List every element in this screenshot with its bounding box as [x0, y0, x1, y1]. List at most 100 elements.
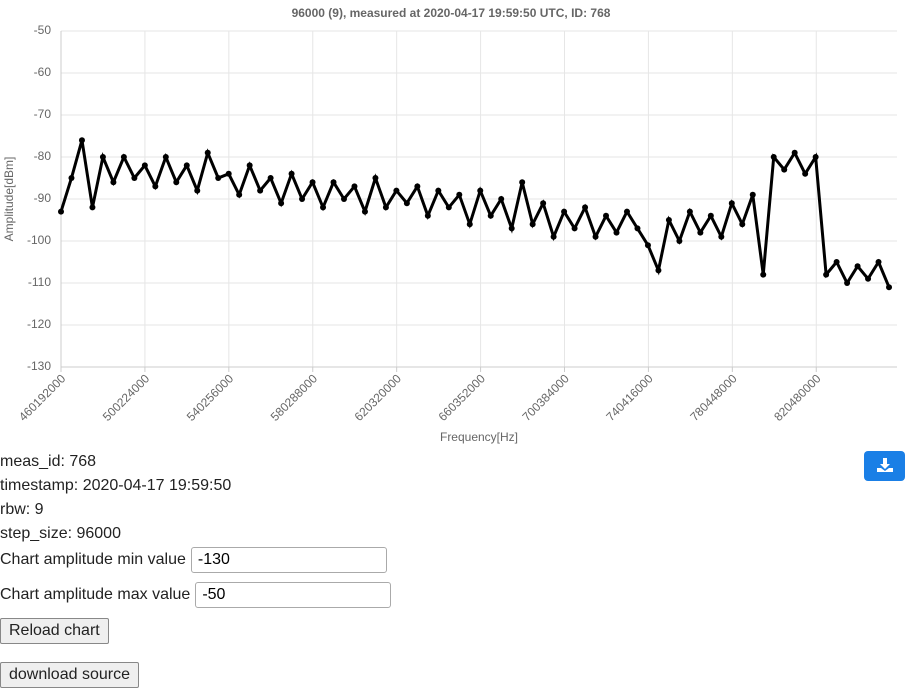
point — [760, 271, 767, 278]
point — [120, 154, 127, 160]
point — [875, 259, 882, 265]
x-tick-label: 500224000 — [100, 371, 153, 424]
y-tick-label: -100 — [27, 233, 51, 247]
point — [739, 221, 746, 228]
point — [110, 179, 117, 186]
point — [278, 200, 285, 207]
point — [78, 137, 85, 144]
chart-title: 96000 (9), measured at 2020-04-17 19:59:… — [292, 6, 611, 20]
point — [215, 175, 222, 181]
y-tick-label: -60 — [34, 65, 52, 79]
y-tick-label: -70 — [34, 107, 52, 121]
x-tick-label: 740416000 — [603, 371, 656, 424]
min-input[interactable] — [190, 547, 387, 573]
point — [592, 233, 599, 240]
x-tick-label: 580288000 — [268, 371, 321, 424]
point — [665, 217, 672, 223]
point — [886, 284, 893, 291]
series-line — [59, 139, 891, 288]
point — [519, 179, 526, 186]
point — [152, 183, 159, 190]
y-axis-label: Amplitude[dBm] — [2, 157, 16, 242]
point — [173, 179, 180, 186]
point — [603, 212, 610, 219]
max-control: Chart amplitude max value — [0, 582, 392, 608]
point — [623, 208, 630, 215]
point — [225, 170, 232, 177]
point — [58, 208, 64, 215]
x-tick-label: 460192000 — [16, 371, 69, 424]
point — [613, 229, 620, 236]
y-tick-label: -120 — [27, 317, 51, 331]
point — [550, 233, 557, 240]
point — [257, 187, 264, 194]
point — [697, 229, 704, 236]
point — [445, 204, 452, 211]
point — [833, 259, 840, 265]
point — [288, 170, 295, 177]
max-input[interactable] — [195, 582, 392, 608]
x-tick-label: 660352000 — [436, 371, 489, 424]
x-tick-label: 780448000 — [687, 371, 740, 424]
point — [749, 191, 756, 198]
point — [299, 196, 306, 202]
download-icon — [876, 457, 893, 472]
point — [686, 208, 693, 215]
point — [267, 175, 274, 181]
point — [561, 208, 568, 215]
point — [812, 154, 819, 160]
point — [309, 179, 316, 186]
y-tick-label: -50 — [34, 23, 52, 37]
point — [393, 187, 400, 194]
x-tick-label: 540256000 — [184, 371, 237, 424]
max-label: Chart amplitude max value — [0, 586, 191, 603]
download-source-button[interactable]: download source — [0, 662, 139, 688]
info-meas-id: meas_id: 768 — [0, 453, 97, 470]
point — [330, 179, 337, 186]
point — [781, 166, 788, 173]
point — [571, 225, 578, 232]
x-tick-label: 620320000 — [352, 371, 405, 424]
point — [89, 204, 96, 211]
point — [162, 154, 169, 160]
y-tick-label: -130 — [27, 359, 51, 373]
point — [456, 191, 463, 198]
y-tick-label: -110 — [28, 275, 51, 289]
point — [791, 149, 798, 156]
point — [183, 162, 190, 169]
point — [424, 212, 431, 219]
point — [655, 267, 662, 274]
point — [236, 191, 243, 198]
point — [382, 204, 389, 211]
point — [854, 263, 861, 270]
point — [676, 238, 683, 244]
download-icon-button[interactable] — [864, 451, 905, 481]
point — [466, 221, 473, 228]
point — [865, 275, 872, 282]
point — [477, 187, 484, 194]
point — [68, 175, 75, 181]
point — [320, 204, 327, 211]
point — [802, 170, 809, 177]
point — [582, 204, 589, 211]
point — [707, 212, 714, 219]
min-control: Chart amplitude min value — [0, 547, 387, 573]
point — [498, 196, 505, 202]
point — [372, 175, 379, 181]
y-tick-label: -90 — [34, 191, 52, 205]
point — [403, 200, 410, 207]
info-timestamp: timestamp: 2020-04-17 19:59:50 — [0, 477, 232, 494]
info-step-size: step_size: 96000 — [0, 525, 121, 542]
info-rbw: rbw: 9 — [0, 501, 44, 518]
point — [644, 242, 651, 249]
point — [529, 221, 536, 228]
point — [770, 154, 777, 160]
point — [487, 212, 494, 219]
point — [141, 162, 148, 169]
point — [194, 187, 201, 194]
point — [508, 225, 515, 232]
x-tick-label: 820480000 — [771, 371, 824, 424]
point — [351, 183, 358, 190]
point — [246, 162, 253, 169]
reload-button[interactable]: Reload chart — [0, 618, 109, 644]
